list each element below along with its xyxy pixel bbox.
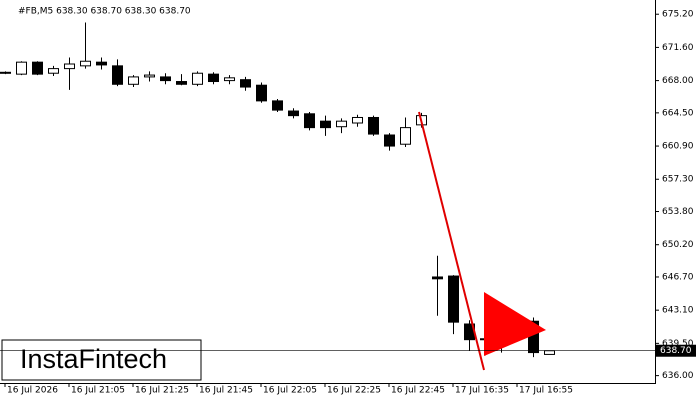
y-tick-label: 643.10 <box>662 306 694 316</box>
candle-body <box>208 73 219 83</box>
candle-body <box>192 72 203 85</box>
x-tick-label: 16 Jul 21:45 <box>199 386 253 396</box>
y-tick-label: 671.60 <box>662 43 694 53</box>
candle-body <box>432 276 443 280</box>
candle-body <box>544 350 555 355</box>
candle-body <box>352 116 363 124</box>
candle-body <box>176 81 187 85</box>
candle-body <box>304 113 315 129</box>
candle-body <box>64 63 75 70</box>
y-tick-label: 639.50 <box>662 339 694 349</box>
pennant-pole <box>418 111 485 371</box>
candle-body <box>144 74 155 78</box>
candle-body <box>0 71 11 74</box>
candle-body <box>272 100 283 111</box>
candle-body <box>160 76 171 82</box>
candle-body <box>400 127 411 145</box>
x-tick-label: 16 Jul 22:45 <box>391 386 445 396</box>
x-tick-label: 16 Jul 21:05 <box>71 386 125 396</box>
x-tick-label: 16 Jul 22:05 <box>263 386 317 396</box>
candle-body <box>256 84 267 102</box>
candle-body <box>128 76 139 85</box>
logo: InstaFintech <box>20 344 167 374</box>
y-tick-label: 664.50 <box>662 108 694 118</box>
pennant-flag <box>484 292 546 356</box>
x-tick-label: 16 Jul 21:25 <box>135 386 189 396</box>
candle-body <box>384 134 395 147</box>
candle-body <box>16 61 27 75</box>
chart-header: #FB,M5 638.30 638.70 638.30 638.70 <box>18 7 191 17</box>
y-tick-label: 660.90 <box>662 142 694 152</box>
current-price-box <box>656 344 696 357</box>
y-tick-label: 636.00 <box>662 371 694 381</box>
y-tick-label: 668.00 <box>662 76 694 86</box>
candle-body <box>240 79 251 88</box>
x-tick-label: 17 Jul 16:55 <box>519 386 573 396</box>
current-price-label: 638.70 <box>660 346 692 356</box>
x-tick-label: 16 Jul 2026 <box>7 386 58 396</box>
logo-box <box>1 339 202 381</box>
x-tick-label: 17 Jul 16:35 <box>455 386 509 396</box>
y-tick-label: 675.20 <box>662 10 694 20</box>
candle-body <box>320 120 331 129</box>
candle-body <box>336 120 347 128</box>
candle-body <box>448 275 459 323</box>
candle-body <box>288 110 299 117</box>
y-tick-label: 650.20 <box>662 240 694 250</box>
x-tick-label: 16 Jul 22:25 <box>327 386 381 396</box>
candle-body <box>32 61 43 75</box>
candle-body <box>224 77 235 82</box>
candle-body <box>96 61 107 66</box>
y-tick-label: 646.70 <box>662 272 694 282</box>
y-tick-label: 653.80 <box>662 207 694 217</box>
y-tick-label: 657.30 <box>662 175 694 185</box>
candle-body <box>80 60 91 67</box>
candle-body <box>112 65 123 85</box>
candle-body <box>48 68 59 74</box>
candle-body <box>368 116 379 135</box>
